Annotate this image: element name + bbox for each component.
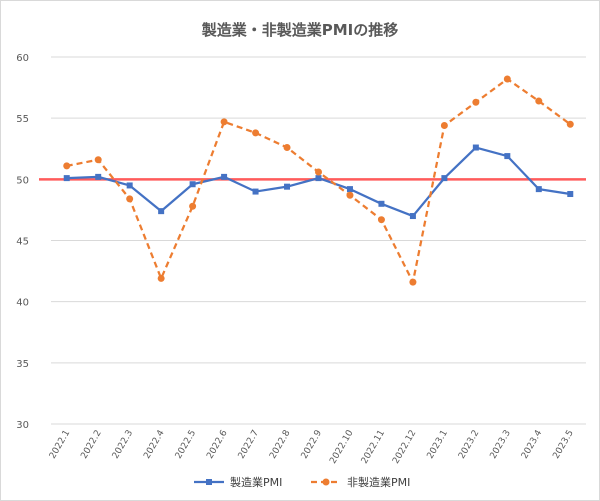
data-point (409, 213, 416, 220)
data-point (535, 186, 542, 193)
data-point (346, 186, 353, 193)
data-point (252, 129, 260, 137)
x-tick-label: 2023.2 (457, 429, 481, 461)
data-point (158, 208, 165, 215)
x-tick-label: 2022.11 (360, 429, 387, 466)
x-tick-label: 2023.1 (426, 429, 450, 461)
x-tick-label: 2022.10 (328, 428, 355, 465)
x-tick-label: 2022.1 (48, 429, 72, 461)
x-tick-label: 2023.3 (489, 428, 513, 460)
data-point (377, 216, 385, 224)
data-point (346, 191, 354, 199)
y-tick-label: 55 (16, 114, 29, 125)
data-point (284, 183, 291, 190)
data-point (566, 120, 574, 128)
legend-item: 非製造業PMI (311, 475, 410, 489)
data-point (220, 118, 228, 126)
data-point (63, 162, 71, 170)
x-tick-label: 2022.4 (142, 428, 167, 461)
x-tick-label: 2022.9 (300, 428, 325, 461)
data-point (126, 195, 134, 203)
data-point (535, 97, 543, 105)
data-point (252, 188, 259, 195)
data-point (283, 144, 291, 152)
legend-label: 非製造業PMI (347, 475, 410, 489)
y-tick-label: 40 (16, 298, 29, 309)
y-tick-label: 35 (16, 359, 29, 370)
x-tick-label: 2022.2 (79, 429, 103, 461)
data-point (503, 75, 511, 83)
data-point (504, 153, 511, 160)
chart-title: 製造業・非製造業PMIの推移 (201, 21, 399, 39)
data-point (94, 156, 102, 164)
data-point (63, 175, 70, 182)
x-tick-label: 2022.3 (111, 429, 135, 461)
data-point (409, 278, 417, 286)
data-point (126, 182, 133, 189)
data-point (95, 173, 102, 180)
x-tick-label: 2022.8 (268, 428, 293, 461)
data-point (472, 144, 479, 151)
data-point (378, 200, 385, 207)
x-tick-label: 2023.5 (551, 429, 575, 461)
y-tick-label: 30 (16, 420, 29, 431)
data-point (567, 191, 574, 198)
data-point (157, 274, 165, 282)
legend: 製造業PMI 非製造業PMI (194, 475, 410, 489)
legend-item: 製造業PMI (194, 475, 282, 489)
x-tick-label: 2022.7 (237, 429, 261, 461)
data-point (441, 175, 448, 182)
series-2 (63, 75, 574, 286)
series-line (66, 146, 571, 218)
series-layer (63, 75, 574, 286)
gridlines (51, 56, 586, 425)
y-tick-label: 60 (16, 53, 29, 64)
data-point (189, 202, 197, 210)
data-point (221, 173, 228, 180)
x-tick-label: 2023.4 (520, 428, 545, 461)
legend-label: 製造業PMI (230, 475, 282, 489)
x-tick-label: 2022.5 (174, 429, 198, 461)
x-tick-label: 2022.6 (205, 428, 230, 461)
y-tick-label: 45 (16, 237, 29, 248)
x-axis-ticks: 2022.1 2022.2 2022.3 2022.4 2022.5 2022.6 2022… (48, 428, 576, 465)
series-1 (63, 144, 574, 220)
x-tick-label: 2022.12 (391, 429, 418, 466)
data-point (315, 168, 322, 176)
data-point (315, 175, 322, 182)
data-point (189, 181, 196, 188)
y-axis-ticks: 30 35 40 45 50 55 60 (16, 53, 29, 431)
data-point (472, 98, 480, 106)
data-point (440, 122, 448, 130)
y-tick-label: 50 (16, 175, 29, 186)
legend-marker (322, 478, 330, 486)
legend-marker (206, 479, 212, 485)
